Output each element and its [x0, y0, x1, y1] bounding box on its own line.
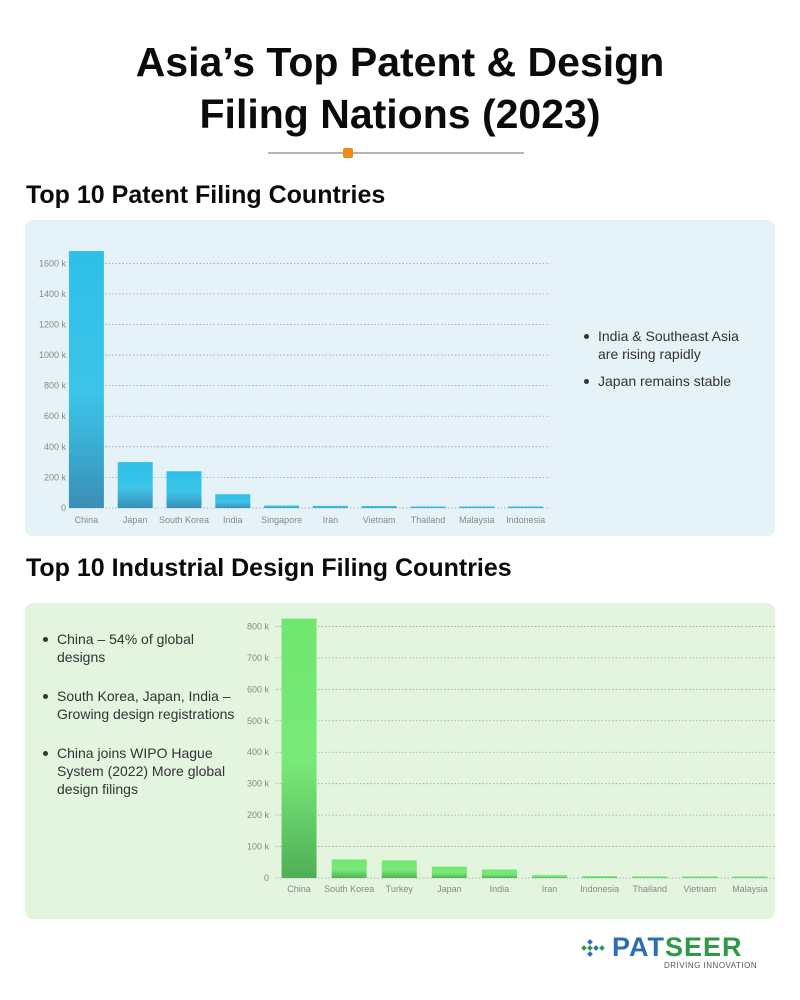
y-tick-label: 300 k	[247, 779, 270, 789]
bar-south-korea	[331, 859, 367, 878]
y-tick-label: 400 k	[44, 442, 67, 452]
patent-section-heading: Top 10 Patent Filing Countries	[26, 181, 386, 209]
x-category-label: Singapore	[261, 515, 302, 525]
x-category-label: India	[490, 884, 510, 894]
y-tick-label: 1600 k	[39, 258, 67, 268]
design-notes-list: China – 54% of global designs South Kore…	[42, 630, 237, 819]
bar-malaysia	[459, 506, 495, 508]
title-divider	[268, 152, 524, 154]
title-line-1: Asia’s Top Patent & Design	[135, 39, 665, 85]
design-note-item: South Korea, Japan, India – Growing desi…	[42, 687, 237, 723]
design-note-item: China – 54% of global designs	[42, 630, 237, 666]
y-tick-label: 100 k	[247, 842, 270, 852]
x-category-label: Indonesia	[506, 515, 545, 525]
patseer-logo: PATSEER DRIVING INNOVATION	[580, 932, 775, 972]
x-category-label: South Korea	[159, 515, 209, 525]
bar-thailand	[410, 506, 446, 508]
y-tick-label: 500 k	[247, 716, 270, 726]
design-note-item: China joins WIPO Hague System (2022) Mor…	[42, 744, 237, 798]
design-section-heading: Top 10 Industrial Design Filing Countrie…	[26, 554, 512, 582]
x-category-label: China	[75, 515, 99, 525]
patent-note-item: Japan remains stable	[583, 372, 758, 390]
logo-wordmark: PATSEER	[612, 932, 743, 962]
y-tick-label: 1400 k	[39, 289, 67, 299]
x-category-label: South Korea	[324, 884, 374, 894]
x-category-label: Thailand	[411, 515, 446, 525]
y-tick-label: 800 k	[247, 621, 270, 631]
y-tick-label: 1200 k	[39, 319, 67, 329]
x-category-label: Vietnam	[363, 515, 396, 525]
y-tick-label: 600 k	[247, 684, 270, 694]
page-title: Asia’s Top Patent & Design Filing Nation…	[0, 36, 800, 140]
x-category-label: China	[287, 884, 311, 894]
y-tick-label: 400 k	[247, 747, 270, 757]
bar-vietnam	[682, 876, 718, 878]
x-category-label: India	[223, 515, 243, 525]
y-tick-label: 800 k	[44, 381, 67, 391]
bar-malaysia	[732, 876, 768, 878]
y-tick-label: 1000 k	[39, 350, 67, 360]
bar-iran	[532, 875, 568, 878]
x-category-label: Malaysia	[732, 884, 768, 894]
bar-turkey	[381, 860, 417, 878]
logo-diamond-icon	[581, 939, 605, 957]
y-tick-label: 0	[264, 873, 269, 883]
bar-china	[281, 618, 317, 878]
bar-singapore	[264, 505, 300, 508]
bar-indonesia	[508, 506, 544, 508]
x-category-label: Turkey	[386, 884, 414, 894]
bar-china	[68, 251, 104, 508]
divider-accent-dot	[343, 148, 353, 158]
patent-notes-list: India & Southeast Asia are rising rapidl…	[583, 327, 758, 399]
y-tick-label: 200 k	[44, 472, 67, 482]
logo-tagline: DRIVING INNOVATION	[664, 961, 758, 970]
x-category-label: Iran	[323, 515, 339, 525]
patent-note-item: India & Southeast Asia are rising rapidl…	[583, 327, 758, 363]
bar-thailand	[632, 876, 668, 878]
y-tick-label: 700 k	[247, 653, 270, 663]
x-category-label: Vietnam	[683, 884, 716, 894]
x-category-label: Japan	[123, 515, 148, 525]
bar-iran	[312, 505, 348, 508]
bar-japan	[117, 462, 153, 508]
title-line-2: Filing Nations (2023)	[199, 91, 601, 137]
x-category-label: Indonesia	[580, 884, 619, 894]
x-category-label: Malaysia	[459, 515, 495, 525]
y-tick-label: 600 k	[44, 411, 67, 421]
bar-vietnam	[361, 506, 397, 508]
y-tick-label: 200 k	[247, 810, 270, 820]
y-tick-label: 0	[61, 503, 66, 513]
bar-south-korea	[166, 471, 202, 508]
x-category-label: Japan	[437, 884, 462, 894]
bar-japan	[431, 866, 467, 878]
bar-india	[215, 494, 251, 508]
x-category-label: Iran	[542, 884, 558, 894]
bar-india	[481, 869, 517, 878]
x-category-label: Thailand	[632, 884, 667, 894]
bar-indonesia	[582, 876, 618, 878]
